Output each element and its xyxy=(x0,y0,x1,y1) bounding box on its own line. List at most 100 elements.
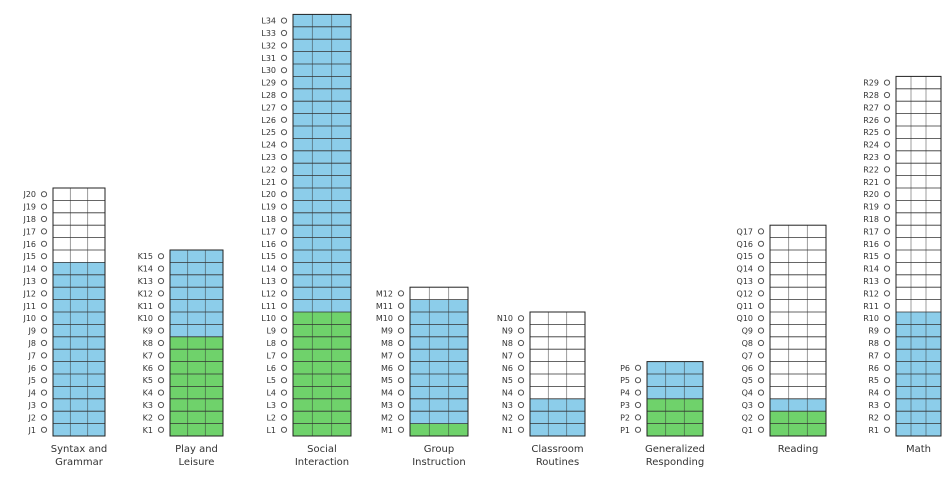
level-circle-icon xyxy=(883,426,891,433)
level-label: M3 xyxy=(381,401,393,410)
level-circle-icon xyxy=(280,104,288,111)
level-circle-icon xyxy=(883,253,891,260)
category-label: Group xyxy=(424,444,454,455)
level-circle-icon xyxy=(883,414,891,421)
level-circle-icon xyxy=(40,339,48,347)
level-label: K10 xyxy=(138,314,153,323)
level-circle-icon xyxy=(634,377,642,384)
level-circle-icon xyxy=(757,228,765,235)
level-circle-icon xyxy=(517,352,525,359)
level-label: J16 xyxy=(22,240,36,249)
level-label: R1 xyxy=(868,426,879,435)
level-circle-icon xyxy=(883,129,891,136)
level-label: N4 xyxy=(502,389,513,398)
level-circle-icon xyxy=(883,141,891,148)
level-label: Q2 xyxy=(742,413,753,422)
category-label: Math xyxy=(906,444,931,455)
level-circle-icon xyxy=(757,364,765,371)
level-circle-icon xyxy=(883,377,891,384)
level-circle-icon xyxy=(397,339,405,347)
level-circle-icon xyxy=(280,265,288,272)
level-circle-icon xyxy=(883,203,891,210)
level-label: Q17 xyxy=(737,227,753,236)
level-circle-icon xyxy=(280,17,288,24)
level-circle-icon xyxy=(157,302,165,309)
column-outline xyxy=(529,311,586,437)
column-reading: Q1 Q2 Q3 Q4 Q5 Q6 Q7 Q8 Q9 Q10 Q11 Q12 Q13 Q14 Q15 Q16 Q… xyxy=(737,224,827,455)
green-fill-bar xyxy=(410,423,468,436)
level-circle-icon xyxy=(883,302,891,309)
level-label: L18 xyxy=(261,215,276,224)
column-generalized-responding: P1 P2 P3 P4 P5 P6 Generalized Responding xyxy=(620,361,705,468)
level-circle-icon xyxy=(280,191,288,198)
level-circle-icon xyxy=(883,104,891,111)
level-label: N10 xyxy=(497,314,513,323)
level-circle-icon xyxy=(634,426,642,433)
level-label: R11 xyxy=(863,302,879,311)
level-label: R27 xyxy=(863,103,879,112)
level-circle-icon xyxy=(397,315,405,322)
level-circle-icon xyxy=(280,29,288,37)
level-label: R12 xyxy=(863,289,879,298)
level-label: J1 xyxy=(28,426,36,435)
level-circle-icon xyxy=(883,265,891,272)
level-label: R17 xyxy=(863,227,879,236)
level-circle-icon xyxy=(280,67,288,74)
level-circle-icon xyxy=(517,339,525,347)
level-circle-icon xyxy=(280,414,288,421)
level-label: R28 xyxy=(863,91,879,100)
column-outline xyxy=(409,286,469,437)
level-label: M7 xyxy=(381,351,393,360)
level-label: J12 xyxy=(22,289,36,298)
level-circle-icon xyxy=(883,178,891,185)
level-label: J8 xyxy=(28,339,36,348)
level-circle-icon xyxy=(517,377,525,384)
level-circle-icon xyxy=(757,240,765,247)
level-label: R20 xyxy=(863,190,879,199)
column-social-interaction: L1 L2 L3 L4 L5 L6 L7 L8 L9 L10 L11 L12 L13 L14 L15 L16 L… xyxy=(261,13,352,468)
level-label: M12 xyxy=(376,289,393,298)
level-label: J3 xyxy=(28,401,36,410)
level-label: L31 xyxy=(261,54,276,63)
level-circle-icon xyxy=(757,302,765,309)
level-label: K2 xyxy=(143,413,153,422)
level-label: J13 xyxy=(22,277,36,286)
level-label: K13 xyxy=(138,277,153,286)
level-label: N2 xyxy=(502,413,513,422)
level-circle-icon xyxy=(757,339,765,347)
level-circle-icon xyxy=(40,327,48,334)
level-label: L14 xyxy=(261,265,276,274)
level-label: Q8 xyxy=(742,339,753,348)
level-label: L22 xyxy=(261,165,276,174)
level-label: N1 xyxy=(502,426,513,435)
level-circle-icon xyxy=(517,401,525,409)
category-label: Grammar xyxy=(55,457,104,468)
level-circle-icon xyxy=(40,389,48,396)
level-label: K4 xyxy=(143,389,153,398)
level-label: L24 xyxy=(261,141,276,150)
level-label: K8 xyxy=(143,339,153,348)
level-circle-icon xyxy=(280,315,288,322)
level-label: R3 xyxy=(868,401,879,410)
level-circle-icon xyxy=(40,215,48,223)
category-label: Classroom xyxy=(531,444,583,455)
level-label: M9 xyxy=(381,327,393,336)
level-circle-icon xyxy=(397,364,405,371)
level-label: Q1 xyxy=(742,426,753,435)
category-label: Play and xyxy=(175,444,218,455)
level-circle-icon xyxy=(757,253,765,260)
level-label: J11 xyxy=(22,302,36,311)
level-circle-icon xyxy=(280,352,288,359)
level-label: M6 xyxy=(381,364,393,373)
level-circle-icon xyxy=(157,315,165,322)
level-label: L11 xyxy=(261,302,276,311)
category-label: Syntax and xyxy=(51,444,108,455)
level-circle-icon xyxy=(757,414,765,421)
level-circle-icon xyxy=(883,315,891,322)
level-circle-icon xyxy=(280,389,288,396)
column-play-and-leisure: K1 K2 K3 K4 K5 K6 K7 K8 K9 K10 K11 K12 K13 K14 K15 Play… xyxy=(138,249,224,468)
level-label: J5 xyxy=(28,376,36,385)
level-circle-icon xyxy=(634,414,642,421)
level-label: L23 xyxy=(261,153,276,162)
level-circle-icon xyxy=(280,215,288,223)
